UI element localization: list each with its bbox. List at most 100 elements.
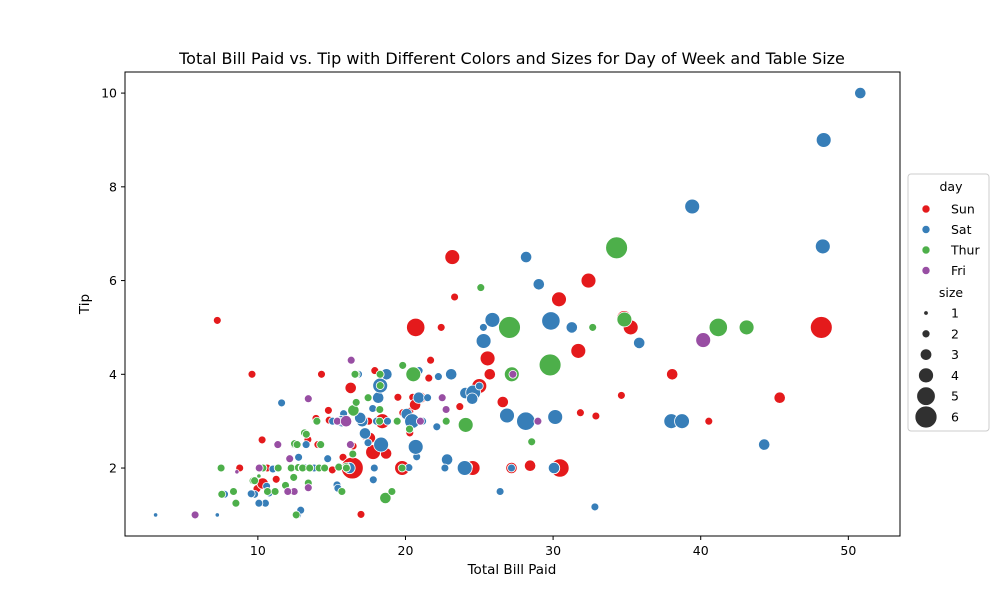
data-point-sat xyxy=(423,393,432,403)
data-point-sun xyxy=(436,323,446,332)
data-point-thur xyxy=(263,487,272,496)
data-point-thur xyxy=(538,353,562,377)
data-point-sun xyxy=(580,272,597,289)
data-point-thur xyxy=(217,489,227,499)
legend-size-marker xyxy=(921,329,931,339)
data-point-thur xyxy=(286,463,296,473)
data-point-sun xyxy=(773,391,786,404)
data-point-fri xyxy=(254,463,264,473)
data-point-thur xyxy=(229,487,238,496)
legend-label-sun: Sun xyxy=(951,202,975,217)
data-point-thur xyxy=(375,381,385,390)
data-point-sun xyxy=(570,343,587,359)
data-point-thur xyxy=(375,416,384,426)
points-layer xyxy=(153,87,867,520)
data-point-thur xyxy=(256,473,262,479)
data-point-fri xyxy=(190,510,200,520)
data-point-sun xyxy=(576,408,585,418)
data-point-sat xyxy=(323,454,333,464)
y-tick-label: 6 xyxy=(109,273,117,288)
data-point-thur xyxy=(351,398,361,407)
data-point-thur xyxy=(387,487,397,496)
legend-size-marker xyxy=(918,367,934,384)
data-point-sat xyxy=(495,487,505,496)
data-point-sat xyxy=(814,238,831,255)
legend-size-label: 6 xyxy=(951,410,959,425)
data-point-sat xyxy=(214,512,220,518)
data-point-fri xyxy=(695,332,712,348)
data-point-fri xyxy=(303,394,313,404)
legend: day Sun Sat Thur Fri size 1 2 3 4 5 6 xyxy=(907,173,990,432)
data-point-sun xyxy=(257,435,267,445)
y-tick-label: 2 xyxy=(109,461,117,476)
data-point-thur xyxy=(312,416,322,426)
data-point-sun xyxy=(324,406,333,415)
data-point-sun xyxy=(479,350,496,367)
data-point-thur xyxy=(292,440,302,449)
y-tick-label: 4 xyxy=(109,367,117,382)
data-point-sun xyxy=(591,411,601,421)
data-point-fri xyxy=(339,415,353,428)
legend-marker-thur xyxy=(921,245,931,255)
data-point-thur xyxy=(498,316,521,339)
data-point-thur xyxy=(320,463,329,473)
data-point-sun xyxy=(393,392,403,402)
data-point-sat xyxy=(507,463,516,473)
data-point-sat xyxy=(301,440,311,449)
data-point-sat xyxy=(590,502,600,512)
data-point-sat xyxy=(412,391,425,404)
data-point-sat xyxy=(354,411,367,424)
data-point-fri xyxy=(234,469,240,475)
data-point-thur xyxy=(397,463,407,473)
data-point-fri xyxy=(508,369,518,379)
x-tick-label: 30 xyxy=(545,543,561,558)
data-point-sat xyxy=(373,436,389,453)
data-point-thur xyxy=(405,366,422,383)
data-point-sat xyxy=(434,372,443,381)
data-point-sat xyxy=(407,439,424,455)
legend-size-marker xyxy=(914,405,938,429)
data-point-sat xyxy=(294,452,303,462)
data-point-sun xyxy=(617,391,626,400)
data-point-sat xyxy=(246,489,256,499)
legend-size-label: 4 xyxy=(951,368,959,383)
data-point-sun xyxy=(424,373,434,383)
data-point-sun xyxy=(551,291,567,308)
data-point-sat xyxy=(484,312,501,328)
data-point-sat xyxy=(547,409,564,425)
data-point-thur xyxy=(398,361,408,370)
data-point-thur xyxy=(301,429,311,439)
data-point-sun xyxy=(444,249,461,265)
legend-marker-sun xyxy=(921,204,931,214)
data-point-thur xyxy=(527,437,537,447)
legend-marker-sat xyxy=(921,225,931,234)
data-point-fri xyxy=(437,393,447,403)
legend-size-label: 3 xyxy=(951,347,959,362)
data-point-sat xyxy=(254,498,264,508)
data-point-thur xyxy=(270,487,280,496)
data-point-sat xyxy=(383,416,392,426)
legend-label-sat: Sat xyxy=(951,222,972,237)
x-tick-label: 50 xyxy=(840,543,856,558)
data-point-sat xyxy=(456,460,473,476)
data-point-fri xyxy=(346,440,355,449)
legend-size-title: size xyxy=(939,285,964,300)
data-point-thur xyxy=(738,319,755,336)
data-point-sat xyxy=(363,438,373,448)
data-point-sat xyxy=(475,333,492,349)
x-tick-label: 20 xyxy=(398,543,414,558)
data-point-thur xyxy=(476,283,486,292)
data-point-fri xyxy=(273,440,283,449)
legend-size-label: 2 xyxy=(951,326,959,341)
data-point-sat xyxy=(674,413,690,430)
data-point-sun xyxy=(212,316,222,325)
y-axis-label: Tip xyxy=(77,294,93,315)
data-point-sat xyxy=(440,453,454,466)
data-point-sat xyxy=(519,251,533,264)
data-point-thur xyxy=(379,491,392,505)
data-point-thur xyxy=(289,473,299,482)
data-point-thur xyxy=(441,416,451,426)
data-point-sat xyxy=(565,321,578,334)
data-point-thur xyxy=(250,476,259,486)
data-point-sun xyxy=(455,402,465,411)
